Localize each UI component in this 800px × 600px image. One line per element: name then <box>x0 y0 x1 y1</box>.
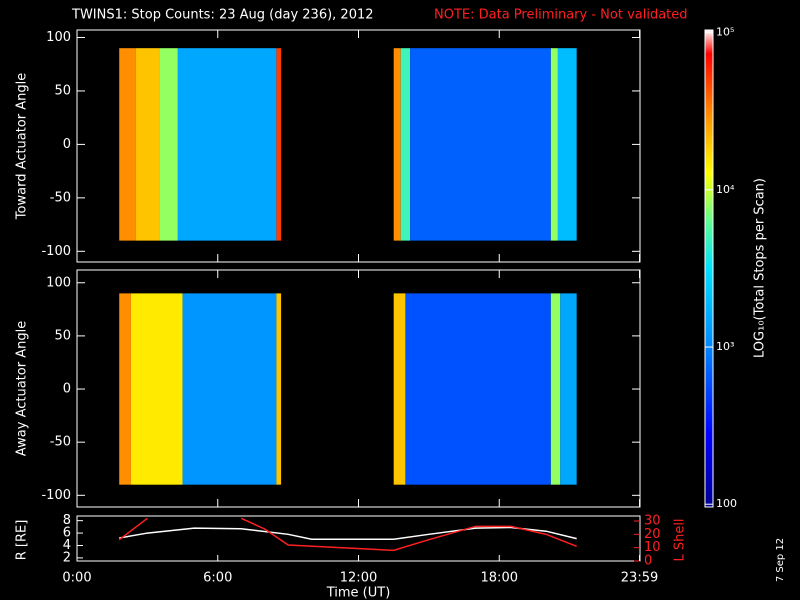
y-axis-label: Toward Actuator Angle <box>15 73 30 220</box>
y-tick-label: 50 <box>54 328 71 343</box>
y-tick-label: 100 <box>46 275 71 290</box>
colorbar-tick-label: 10⁵ <box>716 26 734 39</box>
y-axis-label: Away Actuator Angle <box>15 321 30 456</box>
y2-axis-label: L Shell <box>673 518 688 561</box>
y2-tick-label: 20 <box>644 527 661 542</box>
y-tick-label: 0 <box>63 382 71 397</box>
heatmap-cell <box>182 293 277 485</box>
heatmap-cell <box>159 48 178 241</box>
series-line <box>119 526 577 541</box>
x-tick-label: 0:00 <box>62 571 91 586</box>
colorbar-tick-label: 10³ <box>716 340 734 353</box>
heatmap-cell <box>400 48 411 241</box>
y-tick-label: -100 <box>41 488 71 503</box>
heatmap-cell <box>119 293 131 485</box>
heatmap-cell <box>135 48 160 241</box>
y-tick-label: 8 <box>63 513 71 528</box>
x-tick-label: 6:00 <box>203 571 232 586</box>
series-line <box>118 517 577 552</box>
y2-tick-label: 30 <box>644 514 661 529</box>
heatmap-cell <box>276 293 282 485</box>
y-tick-label: 6 <box>63 526 71 541</box>
heatmap-cell <box>550 293 561 485</box>
x-axis-label: Time (UT) <box>326 586 391 600</box>
heatmap-cell <box>410 48 551 241</box>
y-tick-label: 4 <box>63 538 71 553</box>
y-tick-label: 50 <box>54 83 71 98</box>
y2-tick-label: 10 <box>644 540 661 555</box>
heatmap-cell <box>393 48 401 241</box>
colorbar-tick-label: 100 <box>716 497 737 510</box>
y2-tick-label: 0 <box>644 554 652 569</box>
heatmap-cell <box>119 48 136 241</box>
colorbar-label: LOG₁₀(Total Stops per Scan) <box>753 178 768 358</box>
heatmap-cell <box>130 293 183 485</box>
y-tick-label: -50 <box>50 435 71 450</box>
chart-title: TWINS1: Stop Counts: 23 Aug (day 236), 2… <box>71 8 374 23</box>
line-plot <box>118 517 577 552</box>
y-tick-label: -50 <box>50 190 71 205</box>
colorbar <box>704 29 714 508</box>
y-tick-label: 0 <box>63 137 71 152</box>
heatmap-cell <box>560 293 577 485</box>
y-axis-label: R [RE] <box>15 520 30 561</box>
y-tick-label: 2 <box>63 550 71 565</box>
colorbar-tick-label: 10⁴ <box>716 183 735 196</box>
heatmap-cell <box>177 48 277 241</box>
heatmap-cell <box>405 293 551 485</box>
heatmap-cell <box>276 48 282 241</box>
heatmap-cell <box>550 48 558 241</box>
chart-note: NOTE: Data Preliminary - Not validated <box>434 8 688 23</box>
heatmap-cell <box>393 293 406 485</box>
x-tick-label: 18:00 <box>481 571 518 586</box>
x-tick-label: 23:59 <box>621 571 658 586</box>
y-tick-label: -100 <box>41 244 71 259</box>
x-tick-label: 12:00 <box>340 571 377 586</box>
heatmap-cell <box>557 48 577 241</box>
y-tick-label: 100 <box>46 30 71 45</box>
date-stamp: 7 Sep 12 <box>775 538 786 582</box>
